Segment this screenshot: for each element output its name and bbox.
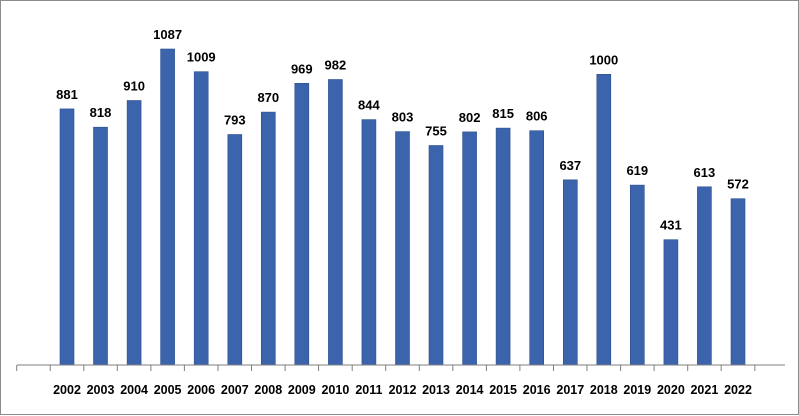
data-label-2017: 637 [559, 158, 581, 173]
bar-2011 [361, 119, 377, 366]
x-tick-label-2014: 2014 [456, 383, 484, 397]
data-label-2005: 1087 [153, 27, 182, 42]
x-tick-label-2021: 2021 [690, 383, 718, 397]
data-label-2013: 755 [425, 124, 447, 139]
x-tick-label-2002: 2002 [53, 383, 81, 397]
data-label-2007: 793 [224, 113, 246, 128]
data-label-2004: 910 [123, 79, 145, 94]
x-tick-label-2022: 2022 [724, 383, 752, 397]
x-tick-label-2010: 2010 [321, 383, 349, 397]
data-label-2016: 806 [526, 109, 548, 124]
bar-2018 [596, 74, 612, 366]
bar-2005 [160, 48, 175, 366]
bar-2004 [126, 100, 142, 366]
data-labels-group: 881 818 910 1087 1009 793 870 969 982 844 803 755 80… [56, 27, 749, 233]
x-tick-label-2020: 2020 [657, 383, 685, 397]
data-label-2012: 803 [392, 110, 414, 125]
data-label-2008: 870 [257, 90, 279, 105]
bar-2010 [328, 79, 343, 366]
data-label-2009: 969 [291, 61, 313, 76]
bar-2007 [227, 134, 243, 366]
x-tick-label-2019: 2019 [623, 383, 651, 397]
x-axis [16, 364, 785, 371]
data-label-2011: 844 [358, 98, 380, 113]
data-label-2010: 982 [325, 58, 347, 73]
bar-2002 [59, 108, 75, 366]
data-label-2014: 802 [459, 110, 481, 125]
bar-2012 [395, 131, 410, 366]
data-label-2021: 613 [694, 165, 716, 180]
x-tick-label-2005: 2005 [154, 383, 182, 397]
bar-2008 [260, 111, 276, 366]
x-tick-label-2012: 2012 [389, 383, 417, 397]
bar-2017 [562, 179, 578, 366]
bar-2020 [663, 239, 679, 366]
bar-2013 [428, 145, 444, 366]
data-label-2020: 431 [660, 218, 682, 233]
bar-2019 [629, 184, 645, 366]
data-label-2022: 572 [727, 177, 749, 192]
bar-2015 [495, 127, 511, 366]
x-tick-label-2009: 2009 [288, 383, 316, 397]
bar-2021 [697, 186, 712, 366]
bar-2016 [529, 130, 545, 366]
data-label-2006: 1009 [187, 50, 216, 65]
data-label-2018: 1000 [589, 52, 618, 67]
bar-2022 [730, 198, 746, 366]
bars-group [59, 48, 746, 366]
x-tick-labels-group: 2002 2003 2004 2005 2006 2007 2008 2009 2010 2011… [53, 383, 752, 397]
bar-2003 [93, 126, 108, 366]
x-tick-label-2008: 2008 [254, 383, 282, 397]
x-tick-label-2011: 2011 [355, 383, 382, 397]
x-tick-label-2007: 2007 [221, 383, 249, 397]
x-tick-label-2015: 2015 [489, 383, 517, 397]
data-label-2019: 619 [626, 163, 648, 178]
bar-2009 [294, 83, 310, 366]
x-tick-label-2016: 2016 [523, 383, 551, 397]
x-tick-label-2004: 2004 [120, 383, 148, 397]
x-tick-label-2017: 2017 [556, 383, 584, 397]
bar-2014 [462, 131, 477, 366]
x-tick-label-2006: 2006 [187, 383, 215, 397]
x-tick-label-2018: 2018 [590, 383, 618, 397]
bar-2006 [193, 71, 209, 366]
data-label-2003: 818 [90, 105, 112, 120]
data-label-2015: 815 [492, 106, 514, 121]
x-tick-label-2003: 2003 [87, 383, 115, 397]
data-label-2002: 881 [56, 87, 78, 102]
x-tick-label-2013: 2013 [422, 383, 450, 397]
